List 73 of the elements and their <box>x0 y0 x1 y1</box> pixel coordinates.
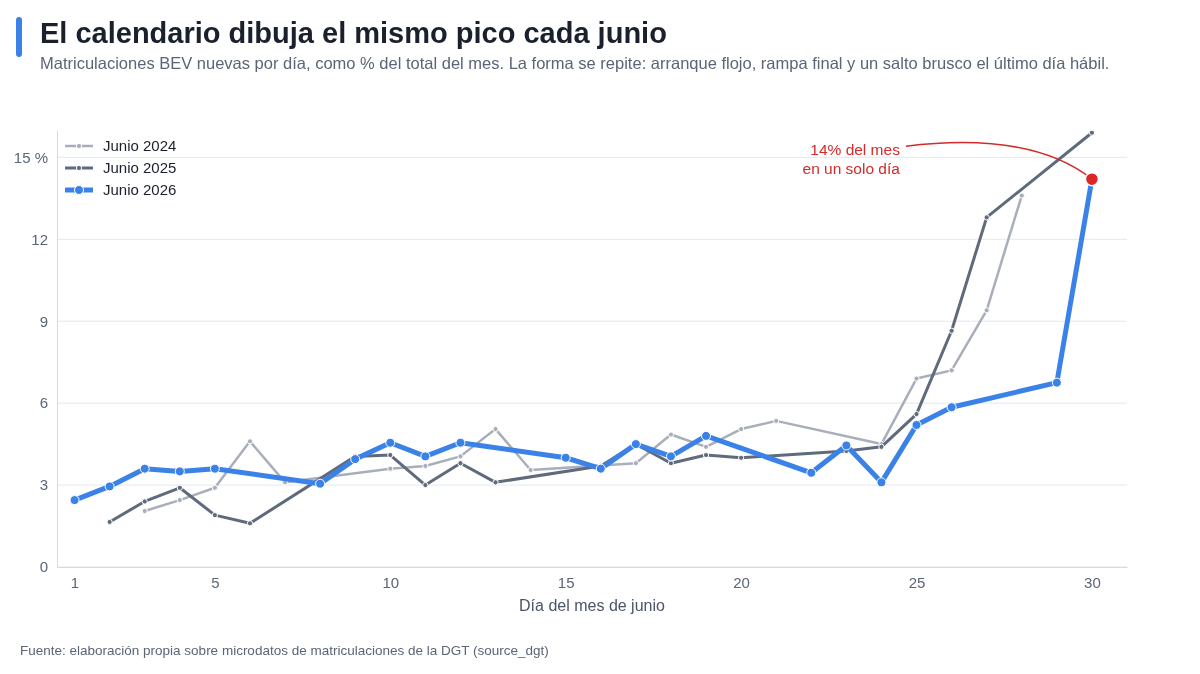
y-tick-label: 6 <box>39 394 48 412</box>
chart-title: El calendario dibuja el mismo pico cada junio <box>40 17 667 49</box>
point <box>667 431 675 438</box>
point <box>738 425 745 433</box>
y-tick-label: 9 <box>39 312 48 330</box>
x-tick-label: 1 <box>70 573 80 591</box>
point <box>1051 377 1062 388</box>
point <box>527 466 534 474</box>
point <box>209 463 220 474</box>
source-note: Fuente: elaboración propia sobre microdatos de matriculaciones de la DGT (source_dgt) <box>20 643 549 658</box>
point <box>246 438 254 445</box>
point <box>1018 192 1025 199</box>
point <box>948 327 955 334</box>
point <box>911 419 922 430</box>
point <box>457 453 464 460</box>
point <box>385 437 396 448</box>
y-tick-label: 0 <box>39 558 48 576</box>
point <box>211 512 218 519</box>
point <box>104 481 115 492</box>
x-tick-label: 25 <box>908 573 926 591</box>
point <box>876 477 887 488</box>
point <box>946 402 957 413</box>
chart-subtitle: Matriculaciones BEV nuevas por día, como % del total del mes. La forma se repite: arranque flojo, rampa final y un salto brusco el último día hábil. <box>40 54 1110 72</box>
point <box>632 460 639 467</box>
point <box>492 425 499 433</box>
point <box>665 451 676 462</box>
x-tick-label: 10 <box>382 573 400 591</box>
point <box>913 375 920 382</box>
point <box>806 467 817 478</box>
point <box>948 367 955 374</box>
point <box>667 460 675 467</box>
y-tick-label: 3 <box>39 476 48 494</box>
point <box>246 520 254 527</box>
point <box>1088 129 1096 136</box>
point <box>455 437 466 448</box>
annotation: 14% del mes en un solo día <box>802 141 901 178</box>
point <box>983 214 990 221</box>
x-tick-label: 20 <box>733 573 750 591</box>
point <box>492 479 499 486</box>
point <box>773 417 780 424</box>
point <box>141 498 148 505</box>
point <box>457 460 464 467</box>
point <box>315 478 326 489</box>
point <box>422 481 429 489</box>
point <box>141 507 148 515</box>
point <box>738 454 745 461</box>
point <box>176 496 183 504</box>
point <box>983 307 990 314</box>
legend-label: Junio 2024 <box>103 137 177 154</box>
point <box>106 518 113 526</box>
point <box>702 451 710 459</box>
y-tick-label: 12 <box>31 230 48 248</box>
point <box>702 443 710 450</box>
point <box>176 484 183 491</box>
legend-label: Junio 2026 <box>103 181 177 198</box>
point <box>560 452 571 463</box>
point <box>387 451 394 459</box>
point <box>387 465 394 472</box>
x-tick-label: 15 <box>557 573 575 591</box>
legend-label: Junio 2025 <box>103 159 177 176</box>
x-tick-label: 30 <box>1084 573 1101 591</box>
point <box>139 463 150 474</box>
point <box>174 466 185 477</box>
point <box>913 410 920 418</box>
point <box>701 430 712 441</box>
point <box>420 451 431 462</box>
y-tick-label: 15 % <box>13 148 48 166</box>
point <box>211 484 218 491</box>
point <box>422 462 429 470</box>
x-tick-label: 5 <box>211 573 220 591</box>
point <box>69 495 80 506</box>
x-axis-title: Día del mes de junio <box>519 597 666 614</box>
point <box>841 440 852 451</box>
